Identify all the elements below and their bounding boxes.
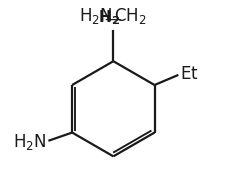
Text: $\mathsf{H_2N}$: $\mathsf{H_2N}$ (79, 7, 112, 26)
Text: $\mathsf{CH_2}$: $\mathsf{CH_2}$ (114, 7, 147, 26)
Text: H: H (99, 10, 111, 25)
Text: $\mathsf{—}$: $\mathsf{—}$ (104, 8, 121, 26)
Text: $\mathsf{H_2N}$: $\mathsf{H_2N}$ (13, 132, 47, 152)
Text: 2: 2 (111, 16, 120, 26)
Text: $\mathsf{Et}$: $\mathsf{Et}$ (180, 65, 199, 83)
